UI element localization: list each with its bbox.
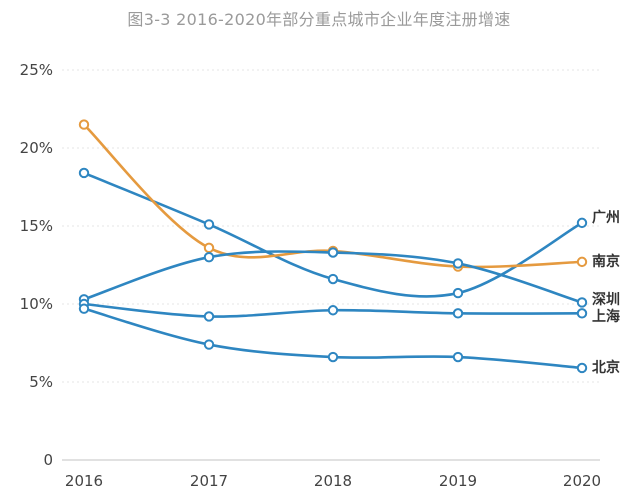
x-tick-label: 2017 [190,472,228,490]
data-point [203,242,215,254]
series-label: 上海 [592,308,620,325]
y-tick-label: 5% [29,373,53,391]
chart-title: 图3-3 2016-2020年部分重点城市企业年度注册增速 [127,10,511,29]
data-point [327,351,339,363]
data-point [327,273,339,285]
x-axis-ticks: 2016 2017 2018 2019 2020 [65,472,601,490]
data-point [576,362,588,374]
data-point [203,311,215,322]
data-point [203,252,215,263]
series-label: 北京 [592,359,620,376]
x-tick-label: 2020 [563,472,601,490]
x-tick-label: 2016 [65,472,103,490]
series-points [78,119,588,374]
data-point [452,287,464,299]
y-tick-label: 15% [20,217,53,235]
series-label: 深圳 [592,291,620,308]
data-point [78,119,90,130]
x-tick-label: 2018 [314,472,352,490]
data-point [576,256,588,268]
data-point [576,297,588,308]
data-point [78,167,90,179]
data-point [452,308,464,319]
gridlines [62,69,600,383]
y-tick-label: 10% [20,295,53,313]
data-point [327,247,339,258]
y-tick-label: 25% [20,61,53,79]
y-tick-label: 20% [20,139,53,157]
data-point [576,308,588,319]
y-axis-ticks: 0 5% 10% 15% 20% 25% [20,61,53,469]
data-point [327,305,339,316]
data-point [452,258,464,269]
data-point [203,339,215,350]
series-label: 广州 [592,209,620,226]
data-point [203,219,215,230]
x-tick-label: 2019 [439,472,477,490]
data-point [452,351,464,363]
y-tick-label: 0 [43,451,53,469]
series-line [82,123,584,269]
data-point [576,217,588,229]
data-point [78,303,90,314]
series-label: 南京 [592,253,620,270]
